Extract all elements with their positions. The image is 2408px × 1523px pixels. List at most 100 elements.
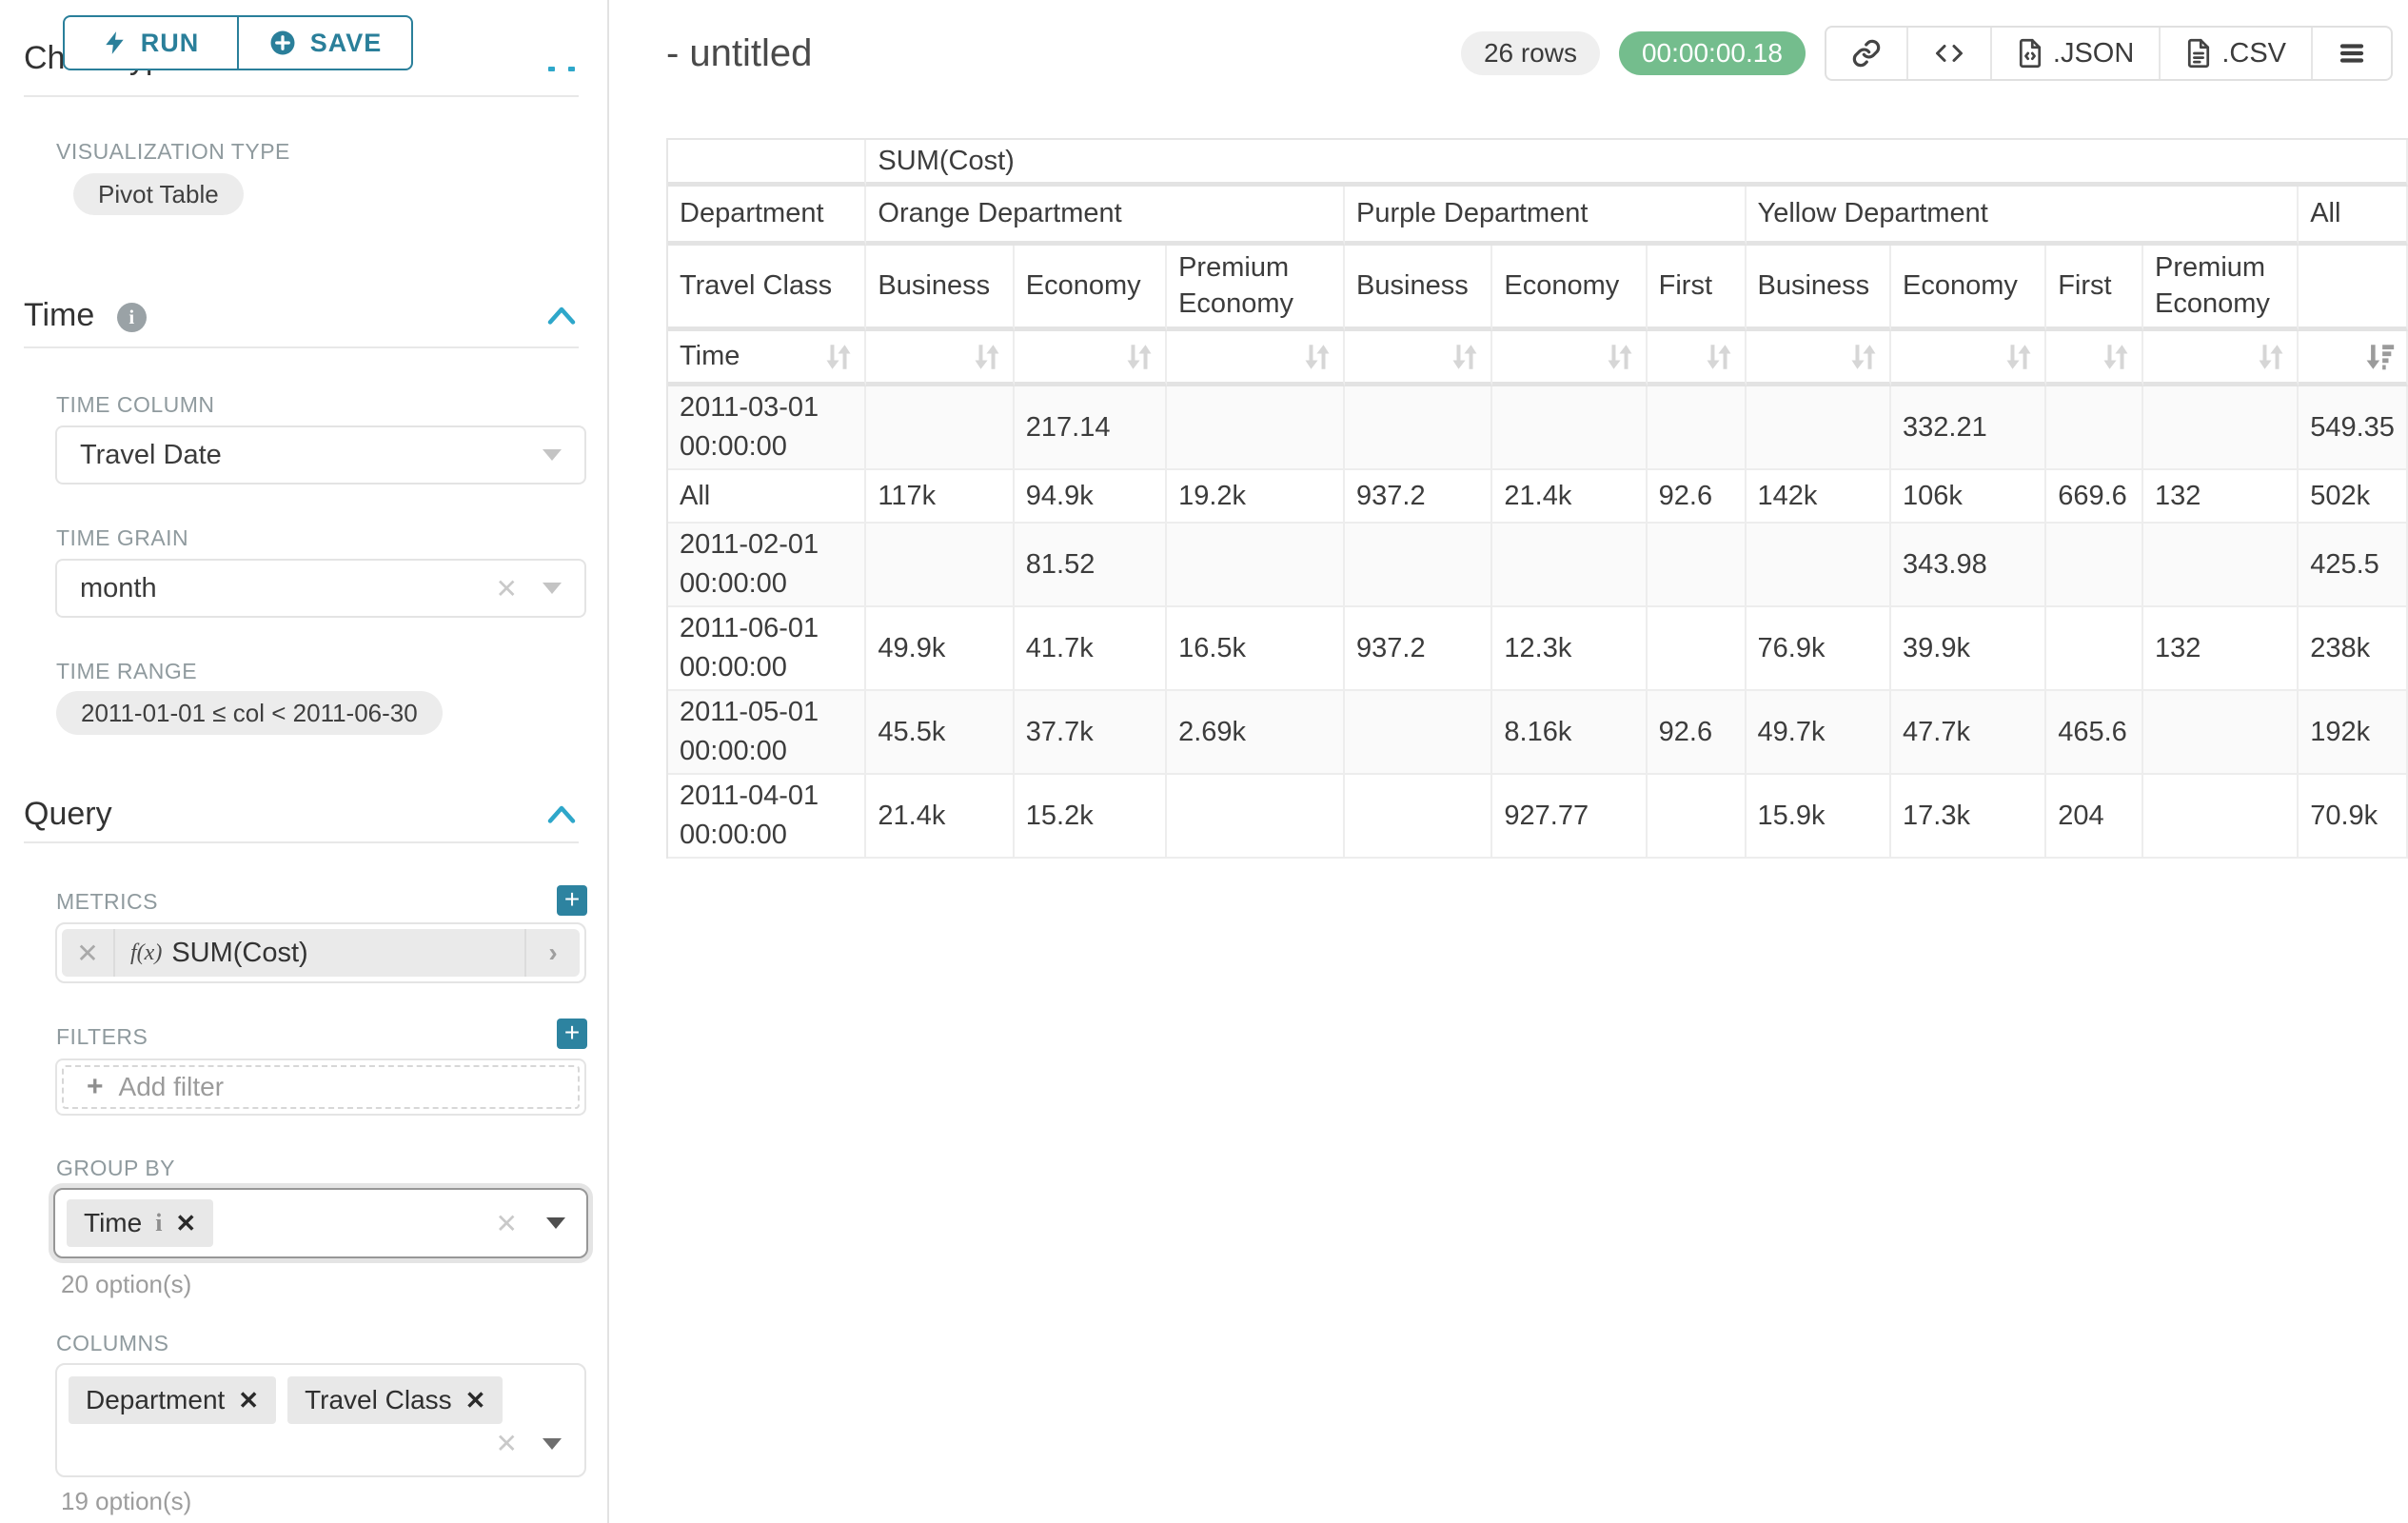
group-by-chip-time[interactable]: Time i ✕ bbox=[67, 1199, 214, 1247]
chart-actions-group: .JSON .CSV bbox=[1824, 26, 2393, 81]
columns-select[interactable]: Department ✕ Travel Class ✕ ✕ bbox=[55, 1363, 586, 1477]
add-metric-button[interactable]: + bbox=[557, 885, 587, 916]
filters-label: FILTERS bbox=[56, 1024, 148, 1049]
travel-class-header: Economy bbox=[1014, 246, 1168, 331]
sort-icon[interactable] bbox=[2255, 341, 2287, 373]
export-csv-button[interactable]: .CSV bbox=[2161, 28, 2313, 79]
embed-code-button[interactable] bbox=[1908, 28, 1992, 79]
sort-icon[interactable] bbox=[1123, 341, 1155, 373]
sort-icon[interactable] bbox=[1847, 341, 1880, 373]
column-sort-cell[interactable] bbox=[1167, 331, 1346, 386]
add-filter-plus-button[interactable]: + bbox=[557, 1019, 587, 1049]
time-column-select[interactable]: Travel Date bbox=[55, 425, 586, 485]
info-icon[interactable]: i bbox=[155, 1209, 163, 1236]
metric-pill[interactable]: ✕ f(x) SUM(Cost) › bbox=[62, 929, 580, 977]
pivot-cell: 70.9k bbox=[2299, 775, 2408, 859]
travel-class-header: Economy bbox=[1492, 246, 1648, 331]
sort-descending-icon[interactable] bbox=[2364, 341, 2397, 373]
plus-circle-icon bbox=[270, 30, 295, 55]
column-sort-cell[interactable] bbox=[1492, 331, 1648, 386]
pivot-cell: 502k bbox=[2299, 470, 2408, 524]
time-grain-select[interactable]: month ✕ bbox=[55, 559, 586, 618]
travel-class-header: Business bbox=[1746, 246, 1892, 331]
export-json-button[interactable]: .JSON bbox=[1992, 28, 2161, 79]
row-label: 2011-06-01 00:00:00 bbox=[668, 607, 867, 691]
pivot-cell: 12.3k bbox=[1492, 607, 1648, 691]
chart-title: - untitled bbox=[666, 31, 813, 74]
pivot-cell bbox=[2046, 524, 2144, 607]
travel-class-dimension-label: Travel Class bbox=[668, 246, 867, 331]
chevron-right-icon[interactable]: › bbox=[548, 938, 558, 967]
remove-chip-icon[interactable]: ✕ bbox=[238, 1385, 260, 1414]
column-sort-cell[interactable] bbox=[1345, 331, 1493, 386]
chevron-up-icon[interactable] bbox=[544, 303, 579, 327]
json-button-label: .JSON bbox=[2052, 37, 2135, 69]
pivot-cell: 39.9k bbox=[1891, 607, 2047, 691]
time-grain-label: TIME GRAIN bbox=[56, 525, 189, 550]
department-dimension-label: Department bbox=[668, 187, 867, 246]
pivot-cell bbox=[1345, 524, 1493, 607]
time-row-header[interactable]: Time bbox=[668, 331, 867, 386]
share-link-button[interactable] bbox=[1826, 28, 1908, 79]
pill-divider bbox=[524, 929, 526, 977]
column-sort-cell[interactable] bbox=[2143, 331, 2299, 386]
table-row: 2011-04-01 00:00:00 21.4k 15.2k 927.77 15.9k… bbox=[668, 775, 2408, 859]
pill-divider bbox=[113, 929, 115, 977]
columns-chip-department[interactable]: Department ✕ bbox=[69, 1376, 277, 1424]
time-section-heading: Time i bbox=[24, 297, 147, 334]
sort-icon[interactable] bbox=[2100, 341, 2132, 373]
query-section-heading: Query bbox=[24, 796, 112, 832]
add-filter-label: Add filter bbox=[118, 1072, 225, 1101]
pivot-cell: 21.4k bbox=[866, 775, 1015, 859]
file-code-icon bbox=[2019, 38, 2041, 69]
sort-icon[interactable] bbox=[2003, 341, 2035, 373]
visualization-type-chip[interactable]: Pivot Table bbox=[73, 173, 244, 215]
clear-all-icon[interactable]: ✕ bbox=[495, 1429, 518, 1458]
function-icon: f(x) bbox=[130, 940, 163, 965]
info-icon[interactable]: i bbox=[116, 303, 147, 332]
columns-chip-travel-class[interactable]: Travel Class ✕ bbox=[287, 1376, 503, 1424]
remove-metric-icon[interactable]: ✕ bbox=[76, 938, 99, 968]
column-sort-cell[interactable] bbox=[1647, 331, 1747, 386]
department-group-header: Yellow Department bbox=[1746, 187, 2299, 246]
pivot-cell: 937.2 bbox=[1345, 607, 1493, 691]
pivot-cell bbox=[1492, 386, 1648, 470]
pivot-cell bbox=[1167, 524, 1346, 607]
pivot-cell: 8.16k bbox=[1492, 691, 1648, 775]
pivot-cell bbox=[1345, 691, 1493, 775]
clear-all-icon[interactable]: ✕ bbox=[495, 1208, 518, 1238]
sort-icon[interactable] bbox=[822, 341, 855, 373]
pivot-cell bbox=[866, 524, 1015, 607]
pivot-cell: 16.5k bbox=[1167, 607, 1346, 691]
pivot-cell: 76.9k bbox=[1746, 607, 1892, 691]
sort-icon[interactable] bbox=[1449, 341, 1481, 373]
row-count-badge: 26 rows bbox=[1460, 31, 1600, 75]
sort-icon[interactable] bbox=[1301, 341, 1333, 373]
sort-icon[interactable] bbox=[971, 341, 1003, 373]
remove-chip-icon[interactable]: ✕ bbox=[175, 1208, 197, 1237]
sort-icon[interactable] bbox=[1604, 341, 1636, 373]
chevron-up-icon[interactable] bbox=[544, 801, 579, 826]
more-options-menu-button[interactable] bbox=[2313, 28, 2391, 79]
pivot-cell bbox=[866, 386, 1015, 470]
pivot-cell: 15.9k bbox=[1746, 775, 1892, 859]
column-sort-cell[interactable] bbox=[866, 331, 1015, 386]
time-range-chip[interactable]: 2011-01-01 ≤ col < 2011-06-30 bbox=[56, 691, 443, 735]
run-button[interactable]: RUN bbox=[65, 17, 237, 69]
sort-icon[interactable] bbox=[1703, 341, 1735, 373]
column-sort-cell[interactable] bbox=[1891, 331, 2047, 386]
save-button[interactable]: SAVE bbox=[239, 17, 411, 69]
pivot-cell: 117k bbox=[866, 470, 1015, 524]
column-sort-cell[interactable] bbox=[2046, 331, 2144, 386]
column-sort-cell-active[interactable] bbox=[2299, 331, 2408, 386]
pivot-cell: 92.6 bbox=[1647, 470, 1747, 524]
pivot-cell: 465.6 bbox=[2046, 691, 2144, 775]
chip-label: Department bbox=[86, 1385, 226, 1414]
remove-chip-icon[interactable]: ✕ bbox=[464, 1385, 486, 1414]
column-sort-cell[interactable] bbox=[1014, 331, 1168, 386]
clear-icon[interactable]: ✕ bbox=[495, 573, 518, 603]
group-by-select[interactable]: Time i ✕ ✕ bbox=[53, 1188, 588, 1258]
pivot-cell: 142k bbox=[1746, 470, 1892, 524]
add-filter-button[interactable]: + Add filter bbox=[62, 1065, 580, 1109]
column-sort-cell[interactable] bbox=[1746, 331, 1892, 386]
